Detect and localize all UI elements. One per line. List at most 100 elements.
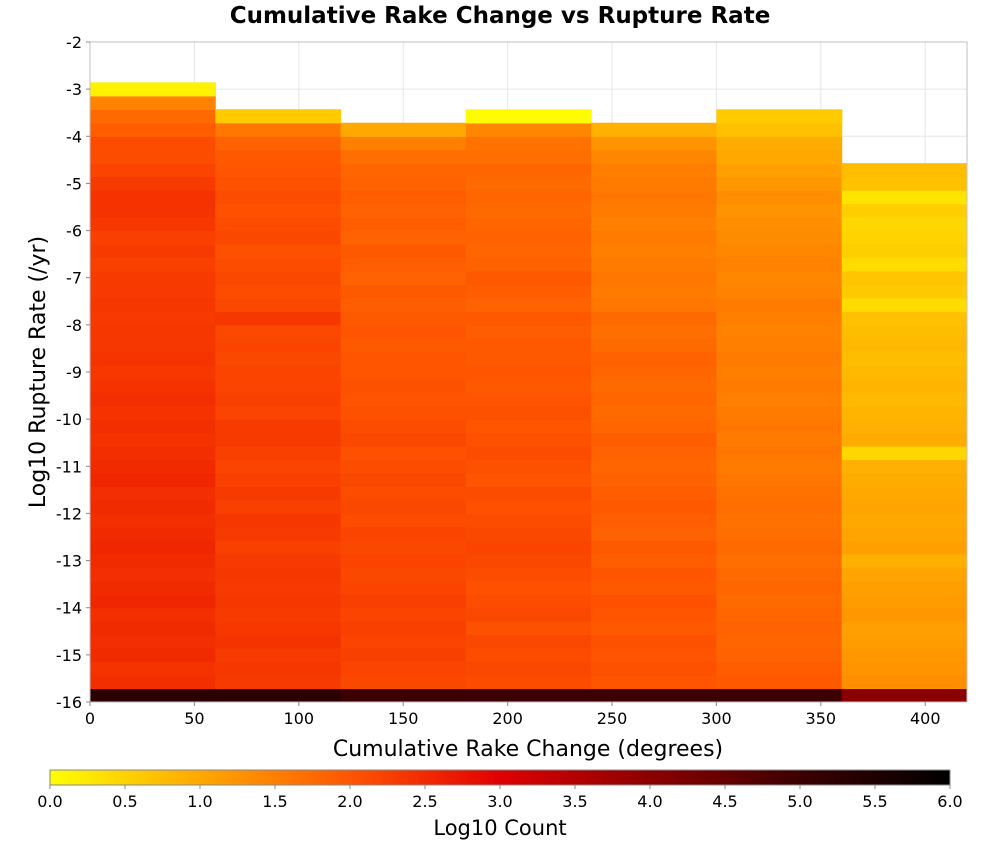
heatmap-cell (841, 392, 968, 407)
y-tick-label: -2 (66, 33, 82, 52)
colorbar-tick-label: 5.5 (862, 792, 887, 811)
heatmap-cell (591, 378, 717, 393)
colorbar-tick-label: 3.5 (562, 792, 587, 811)
heatmap-cell (465, 392, 592, 407)
heatmap-cell (465, 149, 592, 164)
heatmap-cell (591, 203, 717, 218)
heatmap-cell (465, 122, 592, 137)
y-tick-label: -15 (56, 646, 82, 665)
heatmap-cell (340, 176, 467, 191)
heatmap-cell (591, 217, 717, 232)
heatmap-cell (215, 526, 342, 541)
heatmap-cell (90, 607, 216, 622)
heatmap-cell (215, 486, 342, 501)
heatmap-cell (340, 607, 467, 622)
x-axis-label: Cumulative Rake Change (degrees) (333, 737, 723, 762)
heatmap-cell (716, 621, 843, 636)
heatmap-cell (716, 284, 843, 299)
heatmap-cell (465, 648, 592, 663)
heatmap-cell (90, 271, 216, 285)
heatmap-cell (215, 513, 342, 528)
heatmap-cell (340, 540, 467, 555)
heatmap-cell (340, 594, 467, 609)
heatmap-cell (841, 432, 968, 447)
heatmap-cell (716, 675, 843, 690)
y-tick-label: -16 (56, 693, 82, 712)
heatmap-cell (90, 230, 216, 245)
heatmap-cell (90, 109, 216, 124)
heatmap-cell (340, 634, 467, 649)
x-tick-label: 350 (806, 709, 837, 728)
heatmap-cell (841, 621, 968, 636)
heatmap-cell (465, 459, 592, 474)
heatmap-cell (716, 163, 843, 178)
heatmap-cell (841, 607, 968, 622)
heatmap-cell (465, 217, 592, 232)
heatmap-cell (90, 244, 216, 259)
heatmap-cell (591, 190, 717, 205)
heatmap-cell (215, 378, 342, 393)
heatmap-cell (841, 203, 968, 218)
heatmap-cell (716, 648, 843, 663)
heatmap-cell (716, 136, 843, 151)
heatmap-cell (90, 351, 216, 366)
heatmap-cell (841, 486, 968, 501)
heatmap-cell (465, 244, 592, 259)
heatmap-cell (465, 378, 592, 393)
heatmap-cell (591, 405, 717, 420)
heatmap-cell (591, 567, 717, 582)
heatmap-cell (716, 688, 843, 703)
heatmap-cell (340, 311, 467, 326)
heatmap-cell (90, 446, 216, 461)
heatmap-cell (215, 149, 342, 164)
heatmap-cell (340, 351, 467, 366)
heatmap-cell (90, 540, 216, 555)
heatmap-cell (340, 257, 467, 272)
heatmap-cell (90, 136, 216, 151)
heatmap-cell (841, 594, 968, 609)
heatmap-cell (465, 257, 592, 272)
heatmap-cell (716, 553, 843, 568)
heatmap-cell (841, 661, 968, 676)
heatmap-cell (591, 553, 717, 568)
heatmap-cell (340, 297, 467, 312)
heatmap-cell (340, 122, 467, 137)
heatmap-cell (340, 446, 467, 461)
heatmap-cell (591, 230, 717, 245)
heatmap-cell (716, 297, 843, 312)
heatmap-cell (90, 324, 216, 339)
heatmap-cell (465, 607, 592, 622)
heatmap-cell (716, 230, 843, 245)
heatmap-cell (215, 634, 342, 649)
heatmap-cell (465, 419, 592, 434)
heatmap-cell (465, 203, 592, 218)
heatmap-cell (591, 136, 717, 151)
heatmap-cell (716, 432, 843, 447)
heatmap-cell (591, 594, 717, 609)
heatmap-cell (465, 688, 592, 703)
heatmap-cell (465, 109, 592, 124)
heatmap-cell (591, 446, 717, 461)
heatmap-cell (841, 297, 968, 312)
heatmap-cell (716, 351, 843, 366)
heatmap-cell (90, 297, 216, 312)
heatmap-cell (90, 634, 216, 649)
heatmap-cell (591, 688, 717, 703)
heatmap-cell (591, 163, 717, 178)
heatmap-cell (90, 149, 216, 164)
heatmap-cell (716, 419, 843, 434)
heatmap-cell (465, 163, 592, 178)
heatmap-cell (591, 271, 717, 285)
heatmap-cell (340, 136, 467, 151)
heatmap-cell (716, 149, 843, 164)
heatmap-cell (591, 607, 717, 622)
heatmap-cell (465, 675, 592, 690)
heatmap-cell (465, 230, 592, 245)
heatmap-cell (340, 190, 467, 205)
heatmap-cell (716, 405, 843, 420)
heatmap-cell (215, 136, 342, 151)
heatmap-cell (841, 338, 968, 353)
y-tick-label: -12 (56, 504, 82, 523)
heatmap-cell (215, 351, 342, 366)
heatmap-cell (90, 499, 216, 514)
